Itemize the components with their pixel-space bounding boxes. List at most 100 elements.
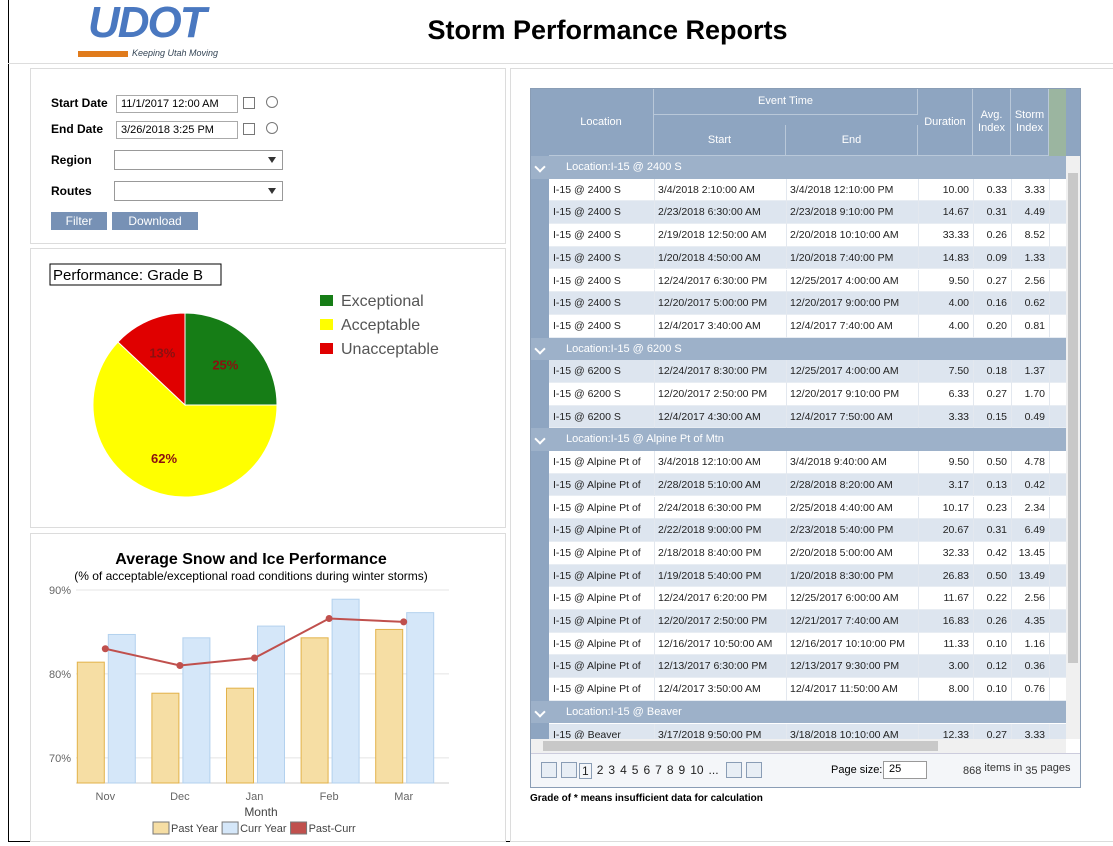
slice-label: 62% xyxy=(151,451,177,466)
page-link[interactable]: ... xyxy=(708,763,719,777)
group-row[interactable]: Location:I-15 @ Beaver xyxy=(531,700,1066,724)
data-row[interactable]: I-15 @ 2400 S 12/20/2017 5:00:00 PM 12/20/… xyxy=(549,292,1066,315)
page-size-value: 25 xyxy=(889,763,902,775)
data-row[interactable]: I-15 @ Alpine Pt of 2/18/2018 8:40:00 PM 2… xyxy=(549,541,1066,565)
expand-toggle[interactable] xyxy=(534,342,546,355)
data-row[interactable]: I-15 @ Alpine Pt of 12/4/2017 3:50:00 AM 1… xyxy=(549,678,1066,701)
cell: 0.31 xyxy=(973,201,1012,225)
data-row[interactable]: I-15 @ 2400 S 12/4/2017 3:40:00 AM 12/4/20… xyxy=(549,314,1066,338)
data-row[interactable]: I-15 @ Alpine Pt of 12/20/2017 2:50:00 PM… xyxy=(549,610,1066,633)
pie-slice xyxy=(184,312,278,406)
group-row[interactable]: Location:I-15 @ 2400 S xyxy=(531,156,1066,179)
cell: 3.33 xyxy=(1011,723,1050,739)
filter-button[interactable]: Filter xyxy=(51,212,107,230)
clock-icon[interactable] xyxy=(266,122,278,134)
bar xyxy=(151,692,180,784)
cell: 1/20/2018 8:30:00 PM xyxy=(786,564,919,588)
prev-page-button[interactable] xyxy=(561,762,577,778)
cell: 2/23/2018 9:10:00 PM xyxy=(786,201,919,225)
group-row[interactable]: Location:I-15 @ Alpine Pt of Mtn xyxy=(531,428,1066,452)
header-bg xyxy=(531,89,1080,156)
group-row[interactable]: Location:I-15 @ 6200 S xyxy=(531,337,1066,361)
cell: 13.49 xyxy=(1011,564,1050,588)
region-dropdown[interactable] xyxy=(114,150,283,170)
pie-slice xyxy=(92,341,278,498)
data-row[interactable]: I-15 @ 2400 S 1/20/2018 4:50:00 AM 1/20/20… xyxy=(549,246,1066,270)
data-row[interactable]: I-15 @ 6200 S 12/20/2017 2:50:00 PM 12/20/… xyxy=(549,383,1066,406)
cell: 4.78 xyxy=(1011,451,1050,474)
clock-icon[interactable] xyxy=(266,96,278,108)
scroll-thumb[interactable] xyxy=(1068,173,1078,663)
data-row[interactable]: I-15 @ 2400 S 2/19/2018 12:50:00 AM 2/20/2… xyxy=(549,224,1066,247)
cell: 0.23 xyxy=(973,496,1012,520)
next-page-button[interactable] xyxy=(725,762,742,778)
cell: 0.22 xyxy=(973,587,1012,610)
start-date-input[interactable]: 11/1/2017 12:00 AM xyxy=(116,95,238,113)
cell: 12/16/2017 10:10:00 PM xyxy=(786,632,919,656)
cell: 1.70 xyxy=(1011,383,1050,406)
page-link[interactable]: 7 xyxy=(655,763,662,777)
calendar-icon[interactable] xyxy=(243,123,255,135)
cell: 33.33 xyxy=(918,224,974,247)
legend-label: Past-Curr xyxy=(309,823,356,835)
data-row[interactable]: I-15 @ 2400 S 12/24/2017 6:30:00 PM 12/25/… xyxy=(549,269,1066,293)
legend-label: Exceptional xyxy=(341,293,424,310)
label: Routes xyxy=(51,184,92,198)
page-link[interactable]: 10 xyxy=(690,763,704,777)
cell: 12/24/2017 8:30:00 PM xyxy=(654,360,787,383)
scroll-thumb[interactable] xyxy=(543,741,938,751)
cell: 12/4/2017 3:40:00 AM xyxy=(654,314,787,338)
cell: I-15 @ 2400 S xyxy=(549,178,655,202)
page-size-dropdown[interactable]: 25 xyxy=(883,761,927,779)
cell: 2/20/2018 5:00:00 AM xyxy=(786,541,919,565)
data-row[interactable]: I-15 @ Alpine Pt of 2/22/2018 9:00:00 PM 2… xyxy=(549,519,1066,542)
expand-toggle[interactable] xyxy=(534,433,546,446)
page-link[interactable]: 9 xyxy=(678,763,686,777)
calendar-icon[interactable] xyxy=(243,97,255,109)
expand-toggle[interactable] xyxy=(534,706,546,718)
data-row[interactable]: I-15 @ Beaver 3/17/2018 9:50:00 PM 3/18/20… xyxy=(549,723,1066,739)
cell: 12/24/2017 6:20:00 PM xyxy=(654,587,787,610)
expand-toggle[interactable] xyxy=(534,161,546,173)
page-link[interactable]: 5 xyxy=(631,763,639,777)
line-point xyxy=(400,618,408,626)
data-row[interactable]: I-15 @ 6200 S 12/24/2017 8:30:00 PM 12/25/… xyxy=(549,360,1066,383)
legend-label: Curr Year xyxy=(240,823,287,835)
data-row[interactable]: I-15 @ Alpine Pt of 12/13/2017 6:30:00 PM… xyxy=(549,655,1066,679)
line-point xyxy=(251,654,258,662)
page-link[interactable]: 2 xyxy=(596,763,604,777)
page-link[interactable]: 3 xyxy=(608,763,616,777)
column-header: Avg. Index xyxy=(973,89,1011,156)
data-row[interactable]: I-15 @ Alpine Pt of 1/19/2018 5:40:00 PM 1… xyxy=(549,564,1066,588)
first-page-button[interactable] xyxy=(541,762,557,778)
column-header: Duration xyxy=(918,89,973,156)
page-link[interactable]: 6 xyxy=(643,763,651,777)
data-row[interactable]: I-15 @ Alpine Pt of 2/24/2018 6:30:00 PM 2… xyxy=(549,496,1066,520)
pie-panel: Performance: Grade B 25% Exceptional 62% Acc… xyxy=(30,248,506,528)
label: End Date xyxy=(51,122,104,136)
cell: 12/20/2017 2:50:00 PM xyxy=(654,610,787,633)
page-link[interactable]: 8 xyxy=(666,763,674,777)
data-row[interactable]: I-15 @ 6200 S 12/4/2017 4:30:00 AM 12/4/20… xyxy=(549,405,1066,429)
group-label: Location:I-15 @ Alpine Pt of Mtn xyxy=(566,433,724,446)
cell: 0.42 xyxy=(973,541,1012,565)
data-row[interactable]: I-15 @ Alpine Pt of 2/28/2018 5:10:00 AM 2… xyxy=(549,473,1066,497)
cell: 16.83 xyxy=(918,610,974,633)
data-row[interactable]: I-15 @ Alpine Pt of 12/16/2017 10:50:00 A… xyxy=(549,632,1066,656)
cell: 2/25/2018 4:40:00 AM xyxy=(786,496,919,520)
cell: 2.56 xyxy=(1011,587,1050,610)
data-row[interactable]: I-15 @ 2400 S 2/23/2018 6:30:00 AM 2/23/20… xyxy=(549,201,1066,225)
last-page-button[interactable] xyxy=(745,762,762,778)
page-title: Storm Performance Reports xyxy=(427,15,788,45)
routes-dropdown[interactable] xyxy=(114,181,283,201)
data-row[interactable]: I-15 @ Alpine Pt of 12/24/2017 6:20:00 PM… xyxy=(549,587,1066,610)
cell: 0.26 xyxy=(973,610,1012,633)
cell: 12/20/2017 5:00:00 PM xyxy=(654,292,787,315)
page-link[interactable]: 1 xyxy=(579,763,592,779)
cell: 2/23/2018 6:30:00 AM xyxy=(654,201,787,225)
page-link[interactable]: 4 xyxy=(620,763,627,777)
end-date-input[interactable]: 3/26/2018 3:25 PM xyxy=(116,121,238,139)
data-row[interactable]: I-15 @ Alpine Pt of 3/4/2018 12:10:00 AM 3… xyxy=(549,451,1066,474)
download-button[interactable]: Download xyxy=(112,212,198,230)
data-row[interactable]: I-15 @ 2400 S 3/4/2018 2:10:00 AM 3/4/2018… xyxy=(549,178,1066,202)
